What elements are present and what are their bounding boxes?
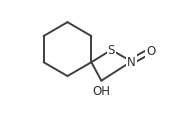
Text: N: N	[127, 55, 136, 68]
Text: OH: OH	[92, 84, 110, 97]
Text: S: S	[108, 44, 115, 57]
Text: O: O	[146, 45, 155, 58]
